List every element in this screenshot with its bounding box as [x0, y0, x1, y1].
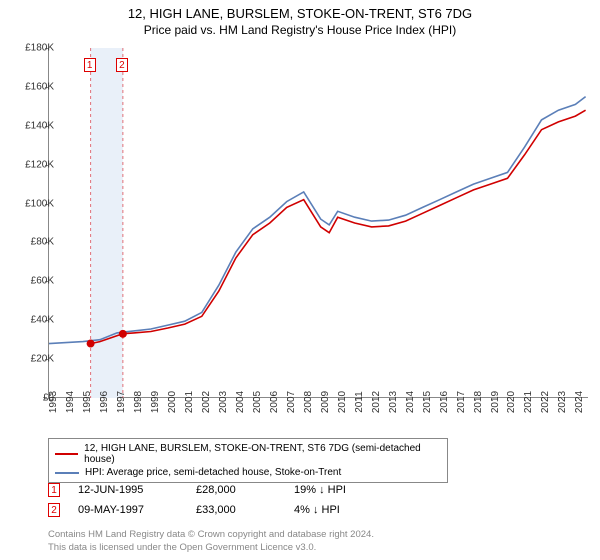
y-axis-label: £120K	[25, 159, 54, 170]
x-axis-label: 2001	[184, 391, 195, 413]
legend-label: 12, HIGH LANE, BURSLEM, STOKE-ON-TRENT, …	[84, 443, 441, 465]
x-axis-label: 2000	[167, 391, 178, 413]
x-axis-label: 1994	[65, 391, 76, 413]
x-axis-label: 2017	[456, 391, 467, 413]
copyright-notice: Contains HM Land Registry data © Crown c…	[48, 529, 374, 554]
x-axis-label: 2002	[201, 391, 212, 413]
legend-item: 12, HIGH LANE, BURSLEM, STOKE-ON-TRENT, …	[55, 442, 441, 466]
legend-swatch	[55, 453, 78, 455]
x-axis-label: 2023	[557, 391, 568, 413]
x-axis-label: 2016	[439, 391, 450, 413]
x-axis-label: 2019	[490, 391, 501, 413]
transaction-row: 1 12-JUN-1995 £28,000 19% ↓ HPI	[48, 480, 414, 500]
x-axis-label: 2003	[218, 391, 229, 413]
transaction-marker: 2	[48, 503, 60, 517]
chart-title-line2: Price paid vs. HM Land Registry's House …	[0, 21, 600, 37]
x-axis-label: 1996	[99, 391, 110, 413]
chart-marker-flag: 2	[116, 58, 128, 72]
x-axis-label: 2005	[252, 391, 263, 413]
x-axis-label: 2009	[320, 391, 331, 413]
x-axis-label: 1998	[133, 391, 144, 413]
y-axis-label: £140K	[25, 120, 54, 131]
legend-swatch	[55, 472, 79, 474]
x-axis-label: 2008	[303, 391, 314, 413]
transaction-row: 2 09-MAY-1997 £33,000 4% ↓ HPI	[48, 500, 414, 520]
x-axis-label: 2010	[337, 391, 348, 413]
chart-title-line1: 12, HIGH LANE, BURSLEM, STOKE-ON-TRENT, …	[0, 0, 600, 21]
legend: 12, HIGH LANE, BURSLEM, STOKE-ON-TRENT, …	[48, 438, 448, 483]
transaction-price: £28,000	[196, 484, 276, 496]
y-axis-label: £40K	[31, 315, 54, 326]
x-axis-label: 2015	[422, 391, 433, 413]
x-axis-label: 2007	[286, 391, 297, 413]
x-axis-label: 2014	[405, 391, 416, 413]
transaction-date: 09-MAY-1997	[78, 504, 178, 516]
x-axis-label: 2024	[574, 391, 585, 413]
copyright-line: This data is licensed under the Open Gov…	[48, 542, 374, 554]
x-axis-label: 1999	[150, 391, 161, 413]
transaction-marker: 1	[48, 483, 60, 497]
x-axis-label: 2020	[506, 391, 517, 413]
transaction-diff: 4% ↓ HPI	[294, 504, 414, 516]
legend-item: HPI: Average price, semi-detached house,…	[55, 466, 441, 479]
copyright-line: Contains HM Land Registry data © Crown c…	[48, 529, 374, 541]
x-axis-label: 2022	[540, 391, 551, 413]
y-axis-label: £80K	[31, 237, 54, 248]
transaction-diff: 19% ↓ HPI	[294, 484, 414, 496]
chart-plot-area	[48, 48, 588, 398]
transaction-price: £33,000	[196, 504, 276, 516]
x-axis-label: 1995	[82, 391, 93, 413]
legend-label: HPI: Average price, semi-detached house,…	[85, 467, 341, 478]
chart-svg	[49, 48, 589, 398]
x-axis-label: 2006	[269, 391, 280, 413]
x-axis-label: 2018	[473, 391, 484, 413]
chart-marker-flag: 1	[84, 58, 96, 72]
x-axis-label: 1993	[48, 391, 59, 413]
transaction-date: 12-JUN-1995	[78, 484, 178, 496]
x-axis-label: 2021	[523, 391, 534, 413]
x-axis-label: 2013	[388, 391, 399, 413]
x-axis-label: 2012	[371, 391, 382, 413]
y-axis-label: £180K	[25, 43, 54, 54]
x-axis-label: 2004	[235, 391, 246, 413]
y-axis-label: £160K	[25, 81, 54, 92]
transactions-table: 1 12-JUN-1995 £28,000 19% ↓ HPI 2 09-MAY…	[48, 480, 414, 520]
y-axis-label: £100K	[25, 198, 54, 209]
y-axis-label: £60K	[31, 276, 54, 287]
x-axis-label: 2011	[354, 391, 365, 413]
x-axis-label: 1997	[116, 391, 127, 413]
y-axis-label: £20K	[31, 354, 54, 365]
